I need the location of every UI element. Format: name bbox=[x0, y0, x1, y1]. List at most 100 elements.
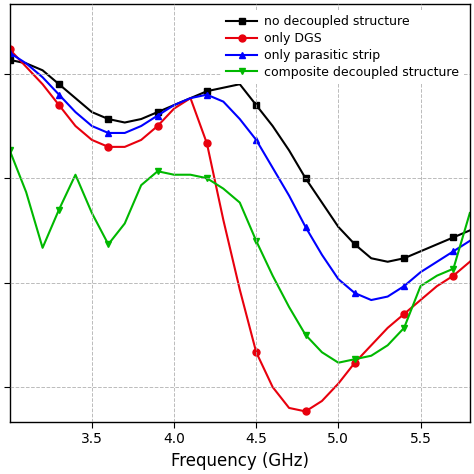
only parasitic strip bbox=[319, 252, 325, 258]
only parasitic strip bbox=[204, 92, 210, 98]
no decoupled structure bbox=[171, 102, 177, 108]
only DGS bbox=[385, 325, 391, 331]
only parasitic strip bbox=[40, 74, 46, 80]
only DGS bbox=[336, 381, 341, 386]
composite decoupled structure bbox=[188, 172, 193, 178]
composite decoupled structure bbox=[319, 349, 325, 355]
only parasitic strip bbox=[106, 130, 111, 136]
Legend: no decoupled structure, only DGS, only parasitic strip, composite decoupled stru: no decoupled structure, only DGS, only p… bbox=[221, 10, 464, 84]
only DGS bbox=[434, 283, 440, 289]
composite decoupled structure bbox=[171, 172, 177, 178]
no decoupled structure bbox=[254, 102, 259, 108]
composite decoupled structure bbox=[303, 332, 309, 337]
composite decoupled structure bbox=[155, 168, 161, 174]
only parasitic strip bbox=[418, 269, 423, 275]
only parasitic strip bbox=[385, 294, 391, 300]
no decoupled structure bbox=[204, 88, 210, 94]
only parasitic strip bbox=[188, 95, 193, 101]
only DGS bbox=[155, 123, 161, 129]
only parasitic strip bbox=[23, 61, 29, 66]
only DGS bbox=[368, 342, 374, 348]
only parasitic strip bbox=[171, 102, 177, 108]
only DGS bbox=[73, 123, 78, 129]
Line: no decoupled structure: no decoupled structure bbox=[6, 56, 474, 265]
composite decoupled structure bbox=[106, 241, 111, 247]
composite decoupled structure bbox=[7, 147, 13, 153]
only parasitic strip bbox=[352, 290, 358, 296]
composite decoupled structure bbox=[270, 273, 275, 279]
no decoupled structure bbox=[73, 95, 78, 101]
only DGS bbox=[171, 106, 177, 111]
composite decoupled structure bbox=[286, 304, 292, 310]
no decoupled structure bbox=[106, 116, 111, 122]
only DGS bbox=[122, 144, 128, 150]
composite decoupled structure bbox=[89, 210, 95, 216]
composite decoupled structure bbox=[73, 172, 78, 178]
no decoupled structure bbox=[220, 85, 226, 91]
only parasitic strip bbox=[237, 116, 243, 122]
only DGS bbox=[40, 82, 46, 87]
only DGS bbox=[23, 64, 29, 70]
composite decoupled structure bbox=[434, 273, 440, 279]
only parasitic strip bbox=[254, 137, 259, 143]
composite decoupled structure bbox=[204, 175, 210, 181]
only parasitic strip bbox=[155, 113, 161, 118]
no decoupled structure bbox=[89, 109, 95, 115]
only parasitic strip bbox=[368, 297, 374, 303]
only parasitic strip bbox=[401, 283, 407, 289]
only DGS bbox=[303, 409, 309, 414]
no decoupled structure bbox=[138, 116, 144, 122]
no decoupled structure bbox=[368, 255, 374, 261]
only parasitic strip bbox=[89, 123, 95, 129]
composite decoupled structure bbox=[56, 207, 62, 212]
no decoupled structure bbox=[352, 241, 358, 247]
no decoupled structure bbox=[40, 67, 46, 73]
no decoupled structure bbox=[467, 228, 473, 233]
composite decoupled structure bbox=[40, 245, 46, 251]
no decoupled structure bbox=[23, 61, 29, 66]
composite decoupled structure bbox=[418, 283, 423, 289]
composite decoupled structure bbox=[368, 353, 374, 358]
no decoupled structure bbox=[286, 147, 292, 153]
Line: only parasitic strip: only parasitic strip bbox=[6, 49, 474, 303]
composite decoupled structure bbox=[237, 200, 243, 205]
only DGS bbox=[204, 141, 210, 146]
no decoupled structure bbox=[155, 109, 161, 115]
no decoupled structure bbox=[451, 235, 456, 240]
no decoupled structure bbox=[319, 200, 325, 205]
only parasitic strip bbox=[467, 238, 473, 244]
no decoupled structure bbox=[336, 224, 341, 230]
only parasitic strip bbox=[73, 109, 78, 115]
only parasitic strip bbox=[336, 276, 341, 282]
composite decoupled structure bbox=[401, 325, 407, 331]
only DGS bbox=[286, 405, 292, 411]
only DGS bbox=[188, 95, 193, 101]
no decoupled structure bbox=[401, 255, 407, 261]
no decoupled structure bbox=[385, 259, 391, 264]
no decoupled structure bbox=[303, 175, 309, 181]
Line: composite decoupled structure: composite decoupled structure bbox=[6, 147, 474, 366]
only DGS bbox=[138, 137, 144, 143]
no decoupled structure bbox=[270, 123, 275, 129]
only parasitic strip bbox=[286, 193, 292, 199]
composite decoupled structure bbox=[451, 266, 456, 272]
no decoupled structure bbox=[237, 82, 243, 87]
composite decoupled structure bbox=[23, 189, 29, 195]
no decoupled structure bbox=[122, 119, 128, 125]
only DGS bbox=[7, 46, 13, 52]
only DGS bbox=[237, 287, 243, 292]
only DGS bbox=[352, 360, 358, 365]
only parasitic strip bbox=[451, 248, 456, 254]
only parasitic strip bbox=[270, 165, 275, 171]
only DGS bbox=[467, 259, 473, 264]
no decoupled structure bbox=[188, 95, 193, 101]
only parasitic strip bbox=[56, 92, 62, 98]
composite decoupled structure bbox=[385, 342, 391, 348]
no decoupled structure bbox=[7, 57, 13, 63]
composite decoupled structure bbox=[254, 238, 259, 244]
only DGS bbox=[418, 297, 423, 303]
only DGS bbox=[106, 144, 111, 150]
only DGS bbox=[56, 102, 62, 108]
only DGS bbox=[270, 384, 275, 390]
composite decoupled structure bbox=[220, 186, 226, 191]
